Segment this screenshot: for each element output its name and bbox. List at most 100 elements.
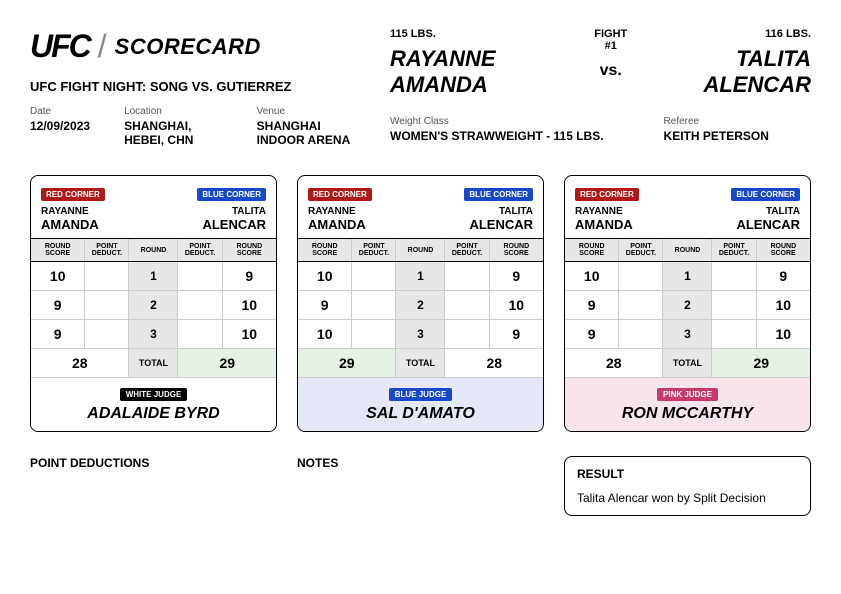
- red-round-score: 9: [565, 320, 619, 349]
- total-label: TOTAL: [396, 349, 445, 378]
- round-number: 1: [663, 262, 712, 291]
- blue-total: 29: [712, 349, 810, 378]
- bottom-row: POINT DEDUCTIONS NOTES RESULT Talita Ale…: [30, 456, 811, 516]
- card-head: RED CORNER RAYANNE AMANDA BLUE CORNER TA…: [565, 176, 810, 238]
- red-round-score: 10: [31, 262, 85, 291]
- col-round: ROUND: [396, 239, 445, 262]
- blue-last-name: ALENCAR: [464, 217, 533, 232]
- round-row: 9 3 10: [31, 320, 276, 349]
- red-point-deduct: [85, 291, 129, 320]
- round-row: 9 2 10: [565, 291, 810, 320]
- red-point-deduct: [352, 262, 396, 291]
- scorecard: RED CORNER RAYANNE AMANDA BLUE CORNER TA…: [297, 175, 544, 432]
- blue-fighter-name: TALITA ALENCAR: [634, 46, 811, 98]
- red-point-deduct: [352, 320, 396, 349]
- blue-point-deduct: [445, 320, 489, 349]
- blue-fighter-block: BLUE CORNER TALITA ALENCAR: [731, 184, 800, 232]
- blue-point-deduct: [178, 291, 222, 320]
- notes-col: NOTES: [297, 456, 544, 516]
- blue-round-score: 10: [756, 320, 810, 349]
- judge-tag: PINK JUDGE: [657, 388, 718, 401]
- red-round-score: 9: [31, 291, 85, 320]
- score-table-header: ROUND SCORE POINT DEDUCT. ROUND POINT DE…: [298, 239, 543, 262]
- red-fighter-block: RED CORNER RAYANNE AMANDA: [41, 184, 105, 232]
- round-number: 3: [663, 320, 712, 349]
- meta-date-value: 12/09/2023: [30, 119, 90, 133]
- col-point-deduct: POINT DEDUCT.: [712, 239, 756, 262]
- round-number: 3: [129, 320, 178, 349]
- blue-corner-tag: BLUE CORNER: [464, 188, 533, 201]
- judge-name: SAL D'AMATO: [298, 405, 543, 423]
- col-round: ROUND: [663, 239, 712, 262]
- meta-venue-label: Venue: [257, 106, 370, 117]
- blue-point-deduct: [445, 291, 489, 320]
- meta-location-value: SHANGHAI, HEBEI, CHN: [124, 119, 223, 147]
- round-row: 10 1 9: [298, 262, 543, 291]
- point-deductions-title: POINT DEDUCTIONS: [30, 456, 277, 470]
- red-round-score: 10: [298, 320, 352, 349]
- round-number: 2: [663, 291, 712, 320]
- red-first-name: RAYANNE: [575, 206, 639, 217]
- blue-point-deduct: [712, 320, 756, 349]
- point-deductions-col: POINT DEDUCTIONS: [30, 456, 277, 516]
- blue-total: 29: [178, 349, 276, 378]
- blue-round-score: 9: [222, 262, 276, 291]
- red-corner-tag: RED CORNER: [575, 188, 639, 201]
- meta-date: Date 12/09/2023: [30, 106, 90, 147]
- red-point-deduct: [85, 262, 129, 291]
- red-last-name: AMANDA: [575, 217, 639, 232]
- blue-round-score: 10: [222, 320, 276, 349]
- red-fighter-name: RAYANNE AMANDA: [390, 46, 588, 98]
- blue-last-name: ALENCAR: [731, 217, 800, 232]
- blue-corner-tag: BLUE CORNER: [731, 188, 800, 201]
- header-left: UFC / SCORECARD UFC FIGHT NIGHT: SONG VS…: [30, 28, 370, 147]
- red-round-score: 9: [565, 291, 619, 320]
- round-row: 10 1 9: [565, 262, 810, 291]
- referee-value: KEITH PETERSON: [664, 129, 769, 143]
- weight-class-value: WOMEN'S STRAWWEIGHT - 115 LBS.: [390, 129, 604, 143]
- judge-band: BLUE JUDGE SAL D'AMATO: [298, 378, 543, 431]
- col-round-score: ROUND SCORE: [489, 239, 543, 262]
- col-round-score: ROUND SCORE: [31, 239, 85, 262]
- col-round-score: ROUND SCORE: [222, 239, 276, 262]
- blue-last-name: ALENCAR: [197, 217, 266, 232]
- blue-point-deduct: [445, 262, 489, 291]
- blue-weight: 116 LBS.: [634, 28, 811, 40]
- ufc-logo: UFC: [30, 28, 90, 65]
- scorecard: RED CORNER RAYANNE AMANDA BLUE CORNER TA…: [564, 175, 811, 432]
- red-point-deduct: [619, 320, 663, 349]
- meta-referee: Referee KEITH PETERSON: [664, 116, 769, 143]
- col-round-score: ROUND SCORE: [565, 239, 619, 262]
- blue-round-score: 9: [489, 262, 543, 291]
- vs-label: vs.: [588, 62, 634, 80]
- weight-class-label: Weight Class: [390, 116, 604, 127]
- scorecards-row: RED CORNER RAYANNE AMANDA BLUE CORNER TA…: [30, 175, 811, 432]
- blue-fighter-block: BLUE CORNER TALITA ALENCAR: [464, 184, 533, 232]
- scorecard: RED CORNER RAYANNE AMANDA BLUE CORNER TA…: [30, 175, 277, 432]
- referee-label: Referee: [664, 116, 769, 127]
- round-row: 9 3 10: [565, 320, 810, 349]
- red-corner-tag: RED CORNER: [41, 188, 105, 201]
- col-point-deduct: POINT DEDUCT.: [619, 239, 663, 262]
- fight-sub-meta: Weight Class WOMEN'S STRAWWEIGHT - 115 L…: [390, 116, 811, 143]
- blue-point-deduct: [712, 291, 756, 320]
- judge-tag: WHITE JUDGE: [120, 388, 188, 401]
- card-head: RED CORNER RAYANNE AMANDA BLUE CORNER TA…: [298, 176, 543, 238]
- total-row: 28 TOTAL 29: [31, 349, 276, 378]
- blue-first-name: TALITA: [197, 206, 266, 217]
- fight-header: 115 LBS. RAYANNE AMANDA FIGHT #1 vs. 116…: [390, 28, 811, 98]
- round-number: 1: [396, 262, 445, 291]
- red-corner-tag: RED CORNER: [308, 188, 372, 201]
- judge-band: WHITE JUDGE ADALAIDE BYRD: [31, 378, 276, 431]
- total-row: 28 TOTAL 29: [565, 349, 810, 378]
- red-fighter-block: RED CORNER RAYANNE AMANDA: [308, 184, 372, 232]
- red-total: 29: [298, 349, 396, 378]
- card-head: RED CORNER RAYANNE AMANDA BLUE CORNER TA…: [31, 176, 276, 238]
- score-table-header: ROUND SCORE POINT DEDUCT. ROUND POINT DE…: [565, 239, 810, 262]
- result-box: RESULT Talita Alencar won by Split Decis…: [564, 456, 811, 516]
- red-round-score: 9: [298, 291, 352, 320]
- meta-location: Location SHANGHAI, HEBEI, CHN: [124, 106, 223, 147]
- red-round-score: 10: [298, 262, 352, 291]
- logo-divider: /: [98, 28, 107, 65]
- judge-name: RON MCCARTHY: [565, 405, 810, 423]
